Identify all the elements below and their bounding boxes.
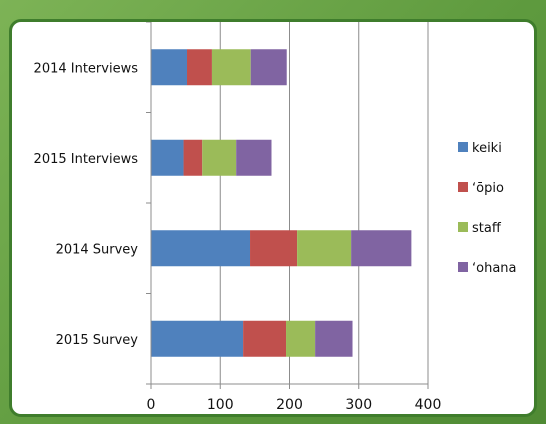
bar-segment-2-3 (351, 230, 412, 267)
bar-segment-0-3 (250, 49, 287, 86)
legend-label: ʻohana (472, 261, 517, 276)
legend-swatch (458, 262, 468, 272)
bar-segment-0-1 (187, 49, 212, 86)
category-label: 2015 Interviews (34, 152, 139, 167)
legend-label: ʻōpio (472, 181, 504, 196)
legend-label: keiki (472, 141, 502, 156)
legend-label: staff (472, 221, 502, 236)
x-tick-label: 0 (147, 397, 156, 413)
legend: keiki ʻōpio staff ʻohana (458, 141, 517, 276)
bar-segment-3-1 (243, 320, 287, 357)
bar-segment-0-0 (151, 49, 188, 86)
axes (146, 22, 429, 389)
bars (151, 49, 412, 357)
legend-swatch (458, 222, 468, 232)
category-label: 2015 Survey (56, 333, 139, 348)
bar-segment-2-0 (151, 230, 251, 267)
legend-swatch (458, 142, 468, 152)
x-tick-label: 200 (276, 397, 303, 413)
bar-segment-2-2 (297, 230, 352, 267)
bar-segment-1-1 (183, 139, 203, 176)
bar-segment-3-0 (151, 320, 244, 357)
x-tick-label: 100 (207, 397, 234, 413)
x-tick-label: 300 (345, 397, 372, 413)
x-tick-label: 400 (415, 397, 442, 413)
axis-labels: 0 100 200 300 400 2014 Interviews 2015 Intervi… (34, 61, 442, 413)
bar-segment-0-2 (211, 49, 251, 86)
category-label: 2014 Interviews (34, 61, 139, 76)
bar-segment-3-3 (315, 320, 353, 357)
stacked-bar-chart: 0 100 200 300 400 2014 Interviews 2015 Intervi… (34, 22, 517, 413)
bar-segment-1-3 (236, 139, 272, 176)
category-label: 2014 Survey (56, 242, 139, 257)
chart-panel: 0 100 200 300 400 2014 Interviews 2015 Intervi… (9, 19, 537, 417)
legend-swatch (458, 182, 468, 192)
bar-segment-1-0 (151, 139, 184, 176)
bar-segment-2-1 (250, 230, 298, 267)
bar-segment-1-2 (202, 139, 237, 176)
bar-segment-3-2 (286, 320, 316, 357)
